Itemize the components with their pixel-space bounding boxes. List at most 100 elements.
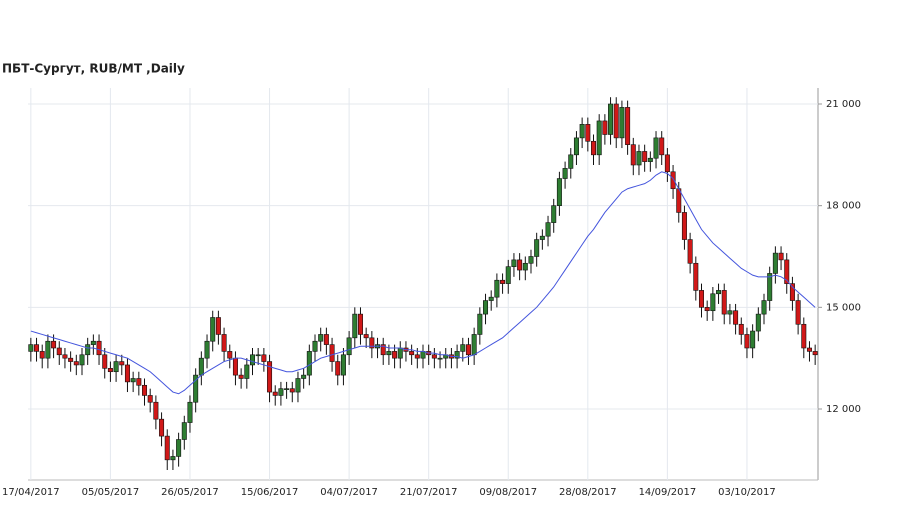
candle-body bbox=[511, 259, 517, 267]
x-tick-label: 14/09/2017 bbox=[639, 487, 697, 498]
candle-body bbox=[784, 259, 790, 284]
candle-body bbox=[647, 157, 653, 162]
candle-body bbox=[727, 310, 733, 315]
candle-body bbox=[619, 107, 625, 139]
x-tick-label: 26/05/2017 bbox=[161, 487, 219, 498]
x-tick-label: 09/08/2017 bbox=[479, 487, 537, 498]
candle-body bbox=[551, 205, 557, 223]
candle-body bbox=[249, 354, 255, 366]
candle-body bbox=[454, 351, 460, 359]
candle-body bbox=[170, 456, 176, 461]
candle-body bbox=[28, 344, 34, 352]
candle-body bbox=[181, 422, 187, 440]
candle-body bbox=[806, 347, 812, 352]
candle-body bbox=[204, 340, 210, 359]
candle-body bbox=[738, 323, 744, 335]
candle-body bbox=[301, 374, 307, 379]
y-tick-label: 18 000 bbox=[826, 201, 861, 212]
candle-body bbox=[414, 354, 420, 359]
candle-body bbox=[494, 279, 500, 298]
candle-body bbox=[261, 354, 267, 362]
candle-body bbox=[437, 357, 443, 360]
candle-body bbox=[90, 340, 96, 345]
candle-body bbox=[85, 344, 91, 356]
candle-body bbox=[380, 344, 386, 356]
candle-body bbox=[687, 239, 693, 264]
candle-body bbox=[573, 137, 579, 156]
candle-body bbox=[318, 334, 324, 342]
candle-body bbox=[96, 340, 102, 356]
candle-body bbox=[585, 124, 591, 142]
candle-body bbox=[767, 273, 773, 301]
candle-body bbox=[306, 351, 312, 376]
candle-body bbox=[505, 266, 511, 284]
candle-body bbox=[613, 103, 619, 139]
candle-body bbox=[295, 378, 301, 393]
candle-body bbox=[193, 374, 199, 403]
candle-body bbox=[693, 262, 699, 291]
candle-body bbox=[335, 361, 341, 376]
candle-body bbox=[397, 347, 403, 359]
candle-body bbox=[238, 374, 244, 379]
candle-body bbox=[34, 344, 40, 352]
candle-body bbox=[750, 330, 756, 349]
candle-body bbox=[113, 361, 119, 373]
candle-body bbox=[602, 120, 608, 135]
candle-body bbox=[409, 351, 415, 356]
candle-body bbox=[346, 337, 352, 356]
candle-body bbox=[539, 235, 545, 240]
chart-title: ПБТ-Сургут, RUB/MT ,Daily bbox=[2, 62, 185, 76]
candle-body bbox=[659, 137, 665, 156]
candle-body bbox=[721, 290, 727, 315]
candle-body bbox=[323, 334, 329, 345]
candle-body bbox=[39, 351, 45, 359]
candle-body bbox=[386, 351, 392, 356]
candle-body bbox=[528, 256, 534, 264]
candle-body bbox=[210, 317, 216, 342]
candle-body bbox=[159, 418, 165, 437]
candle-body bbox=[369, 337, 375, 349]
y-tick-label: 15 000 bbox=[826, 302, 861, 313]
candle-body bbox=[187, 401, 193, 423]
candle-body bbox=[568, 154, 574, 169]
candle-body bbox=[522, 262, 528, 271]
candle-body bbox=[221, 334, 227, 352]
candle-body bbox=[801, 323, 807, 349]
candle-body bbox=[284, 388, 290, 390]
candle-body bbox=[698, 290, 704, 308]
candle-body bbox=[591, 140, 597, 156]
candle-body bbox=[329, 344, 335, 362]
candle-body bbox=[795, 300, 801, 325]
candle-body bbox=[471, 334, 477, 356]
candle-body bbox=[483, 300, 489, 315]
candle-body bbox=[136, 378, 142, 386]
candle-body bbox=[488, 296, 494, 301]
candle-body bbox=[755, 313, 761, 332]
candle-body bbox=[289, 388, 295, 393]
candle-body bbox=[534, 239, 540, 257]
candle-body bbox=[778, 252, 784, 261]
candle-body bbox=[653, 137, 659, 159]
candle-body bbox=[556, 178, 562, 206]
x-tick-label: 17/04/2017 bbox=[2, 487, 60, 498]
candle-body bbox=[642, 151, 648, 162]
candle-body bbox=[431, 354, 437, 359]
y-tick-label: 12 000 bbox=[826, 404, 861, 415]
candle-body bbox=[664, 154, 670, 173]
candle-body bbox=[392, 351, 398, 359]
candle-body bbox=[272, 391, 278, 396]
candle-body bbox=[733, 310, 739, 325]
candle-body bbox=[62, 354, 68, 359]
candle-body bbox=[142, 384, 148, 396]
candle-body bbox=[45, 340, 51, 359]
x-tick-label: 15/06/2017 bbox=[241, 487, 299, 498]
candle-body bbox=[500, 279, 506, 284]
candle-body bbox=[630, 144, 636, 166]
candle-body bbox=[562, 168, 568, 179]
candle-body bbox=[215, 317, 221, 335]
candle-body bbox=[119, 361, 125, 366]
candle-body bbox=[147, 395, 153, 403]
x-tick-label: 04/07/2017 bbox=[320, 487, 378, 498]
